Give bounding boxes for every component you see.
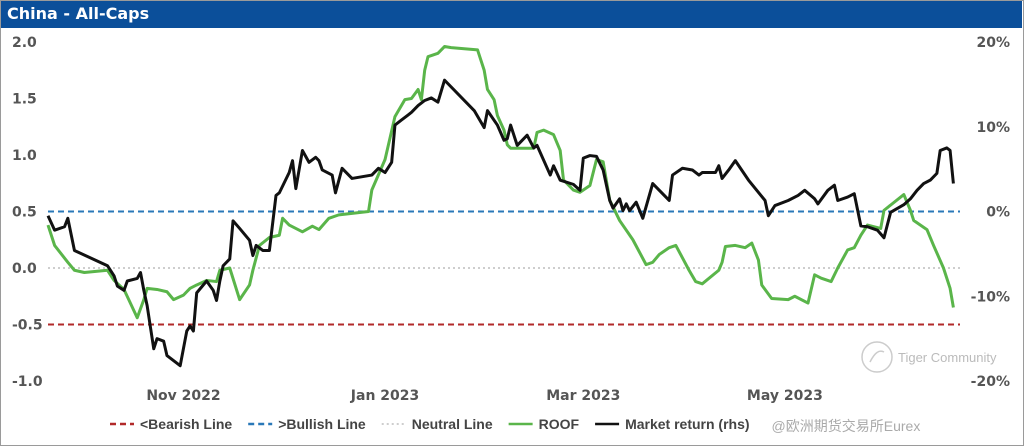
title-bar: China - All-Caps — [1, 1, 1022, 28]
series-line-roof — [46, 45, 955, 320]
y2-tick-label: 20% — [976, 35, 1010, 51]
series-line-market-return — [46, 78, 955, 368]
legend-label: Neutral Line — [412, 416, 493, 432]
x-tick-label: Nov 2022 — [146, 388, 220, 404]
y2-tick-label: 10% — [976, 120, 1010, 136]
watermark-handle: @欧洲期货交易所Eurex — [771, 418, 921, 434]
chart-title: China - All-Caps — [7, 4, 150, 23]
y2-tick-label: -20% — [971, 374, 1010, 390]
x-tick-label: Jan 2023 — [350, 388, 419, 404]
y-tick-label: -1.0 — [12, 374, 43, 390]
y-tick-label: 0.0 — [12, 261, 37, 277]
y-tick-label: 1.0 — [12, 148, 37, 164]
x-tick-label: Mar 2023 — [546, 388, 620, 404]
y-tick-label: 1.5 — [12, 92, 37, 108]
legend-label: ROOF — [539, 416, 580, 432]
y-tick-label: -0.5 — [12, 318, 43, 334]
legend-label: Market return (rhs) — [625, 416, 749, 432]
y-tick-label: 2.0 — [12, 35, 37, 51]
y2-tick-label: 0% — [986, 205, 1010, 221]
y2-tick-label: -10% — [971, 289, 1010, 305]
legend-label: >Bullish Line — [278, 416, 366, 432]
watermark-logo-icon — [860, 340, 894, 377]
watermark-brand: Tiger Community — [898, 350, 997, 365]
legend-label: <Bearish Line — [140, 416, 232, 432]
y-tick-label: 0.5 — [12, 205, 37, 221]
x-tick-label: May 2023 — [747, 388, 823, 404]
